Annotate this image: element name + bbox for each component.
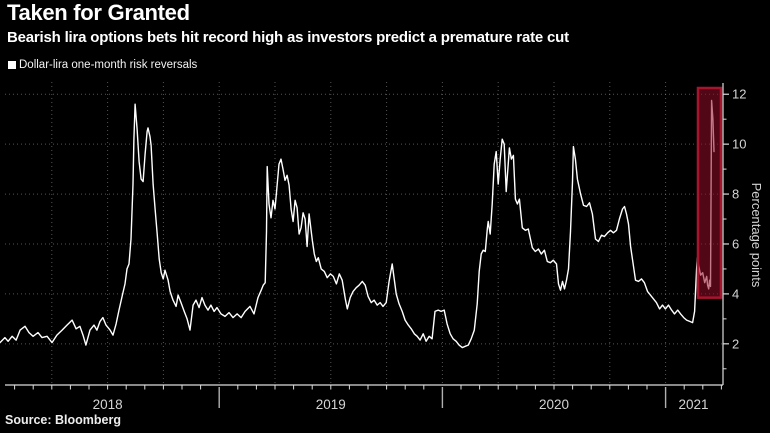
svg-text:2021: 2021 bbox=[678, 397, 708, 412]
svg-text:2: 2 bbox=[732, 336, 739, 351]
svg-text:Percentage points: Percentage points bbox=[749, 183, 764, 288]
svg-text:4: 4 bbox=[732, 286, 739, 301]
legend-swatch-icon bbox=[8, 61, 16, 69]
svg-text:2019: 2019 bbox=[316, 397, 346, 412]
legend-row: Dollar-lira one-month risk reversals bbox=[8, 59, 197, 71]
svg-text:6: 6 bbox=[732, 236, 739, 251]
legend-label: Dollar-lira one-month risk reversals bbox=[19, 59, 198, 71]
chart-subtitle: Bearish lira options bets hit record hig… bbox=[7, 29, 569, 46]
svg-text:2020: 2020 bbox=[539, 397, 569, 412]
svg-text:2018: 2018 bbox=[93, 397, 123, 412]
svg-text:12: 12 bbox=[732, 87, 746, 102]
source-label: Source: Bloomberg bbox=[5, 413, 121, 427]
page-title: Taken for Granted bbox=[7, 0, 190, 25]
svg-text:8: 8 bbox=[732, 187, 739, 202]
svg-text:10: 10 bbox=[732, 137, 746, 152]
